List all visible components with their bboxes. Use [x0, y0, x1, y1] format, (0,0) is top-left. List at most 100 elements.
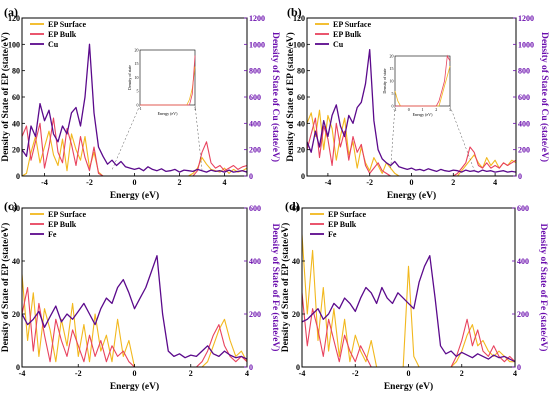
- y2-tick-label: 200: [249, 146, 261, 155]
- legend-label: EP Bulk: [333, 30, 362, 39]
- series-line-ep-bulk: [302, 292, 515, 367]
- x-tick-label: 4: [513, 369, 517, 378]
- panel-2: -4 -2 0 2 4020406080100120020040060080010001…: [285, 5, 550, 201]
- y2-tick-label: 600: [249, 204, 261, 213]
- y-axis-label: Density of State of EP (state/eV): [0, 32, 11, 162]
- y-tick-label: 40: [297, 119, 305, 128]
- inset-x-tick-label: -1: [138, 106, 141, 111]
- inset-series-line: [395, 54, 451, 107]
- x-tick-label: -2: [366, 178, 373, 187]
- x-axis-label: Energy (eV): [387, 190, 436, 201]
- x-tick-label: -4: [19, 369, 26, 378]
- x-axis-label: Energy (eV): [110, 190, 159, 201]
- series-line-ep-bulk: [22, 117, 247, 176]
- x-axis-label: Energy (eV): [384, 381, 433, 392]
- inset-leader-left: [390, 105, 396, 171]
- x-tick-label: 2: [451, 178, 455, 187]
- y-tick-label: 60: [12, 93, 20, 102]
- y-tick-label: 40: [12, 119, 20, 128]
- y2-tick-label: 1200: [518, 14, 534, 23]
- panel-letter: (b): [287, 5, 302, 19]
- legend-label: EP Surface: [48, 20, 86, 29]
- legend-label: Cu: [333, 40, 344, 49]
- inset-y-tick-label: 15: [135, 61, 139, 66]
- inset-y-tick-label: 20: [135, 47, 139, 52]
- series-line-ep-bulk: [307, 117, 516, 176]
- y2-tick-label: 0: [249, 172, 253, 181]
- y-tick-label: 100: [293, 40, 305, 49]
- series-line-ep-bulk: [22, 286, 247, 367]
- y-tick-label: 60: [297, 93, 305, 102]
- y2-tick-label: 400: [249, 257, 261, 266]
- x-axis-label: Energy (eV): [110, 381, 159, 392]
- inset-x-tick-label: 3: [449, 107, 451, 112]
- x-tick-label: -2: [352, 369, 359, 378]
- y-tick-label: 0: [296, 363, 300, 372]
- legend-label: EP Bulk: [328, 220, 357, 229]
- inset-leader-left: [111, 104, 141, 171]
- x-tick-label: 4: [245, 369, 249, 378]
- y-tick-label: 40: [12, 257, 20, 266]
- y-tick-label: 40: [292, 257, 300, 266]
- inset-x-tick-label: 0: [408, 107, 410, 112]
- legend-label: Cu: [48, 40, 59, 49]
- x-tick-label: 4: [493, 178, 497, 187]
- y-tick-label: 20: [297, 146, 305, 155]
- y-tick-label: 20: [12, 310, 20, 319]
- y2-tick-label: 600: [249, 93, 261, 102]
- legend-label: EP Surface: [333, 20, 371, 29]
- panel-letter: (a): [4, 5, 18, 19]
- y2-tick-label: 400: [517, 257, 529, 266]
- y2-tick-label: 800: [249, 67, 261, 76]
- legend-label: Fe: [48, 230, 57, 239]
- x-tick-label: 2: [178, 178, 182, 187]
- inset-y-tick-label: 20: [390, 53, 394, 58]
- inset: 0 5 10 15 20 -1 3 Density of state Energy (eV): [111, 47, 203, 171]
- inset-series-line: [140, 55, 196, 106]
- y2-tick-label: 600: [518, 93, 530, 102]
- y2-axis-label: Density of State of Cu (state/eV): [270, 32, 281, 162]
- y-tick-label: 0: [301, 172, 305, 181]
- y-tick-label: 120: [293, 14, 305, 23]
- x-tick-label: 2: [189, 369, 193, 378]
- series-line-fe: [22, 255, 247, 360]
- inset-leader-right: [449, 105, 475, 171]
- inset-y-label: Density of state: [127, 65, 132, 90]
- legend-label: EP Bulk: [48, 220, 77, 229]
- y2-axis-label: Density of State of Cu (state/eV): [539, 32, 550, 162]
- x-tick-label: -4: [41, 178, 48, 187]
- y2-tick-label: 400: [249, 119, 261, 128]
- plot-area: [302, 234, 515, 367]
- legend-label: EP Bulk: [48, 30, 77, 39]
- y2-tick-label: 0: [517, 363, 521, 372]
- inset-y-tick-label: 10: [135, 75, 139, 80]
- y-axis-label: Density of State of EP (state/eV): [285, 32, 296, 162]
- x-tick-label: 0: [410, 178, 414, 187]
- inset-frame: [394, 55, 451, 107]
- inset-y-tick-label: 0: [392, 103, 394, 108]
- legend-label: EP Surface: [48, 210, 86, 219]
- y-tick-label: 100: [8, 40, 20, 49]
- inset-y-tick-label: 10: [390, 78, 394, 83]
- y2-tick-label: 0: [249, 363, 253, 372]
- legend-label: EP Surface: [328, 210, 366, 219]
- y-tick-label: 0: [16, 363, 20, 372]
- y2-axis-label: Density of State of Fe (state/eV): [538, 224, 549, 352]
- y-axis-label: Density of State of EP (state/eV): [280, 223, 291, 353]
- inset-y-tick-label: 15: [390, 66, 394, 71]
- inset-x-tick-label: 1: [422, 107, 424, 112]
- y2-tick-label: 400: [518, 119, 530, 128]
- x-tick-label: 0: [133, 369, 137, 378]
- x-tick-label: 0: [133, 178, 137, 187]
- y2-tick-label: 0: [518, 172, 522, 181]
- y2-tick-label: 1000: [518, 40, 534, 49]
- inset-leader-right: [194, 104, 203, 171]
- y-tick-label: 60: [292, 204, 300, 213]
- inset-y-tick-label: 5: [392, 91, 394, 96]
- y-tick-label: 80: [12, 67, 20, 76]
- y2-tick-label: 1000: [249, 40, 265, 49]
